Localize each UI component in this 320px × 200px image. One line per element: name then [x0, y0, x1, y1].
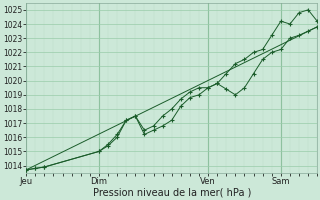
X-axis label: Pression niveau de la mer( hPa ): Pression niveau de la mer( hPa ): [92, 187, 251, 197]
